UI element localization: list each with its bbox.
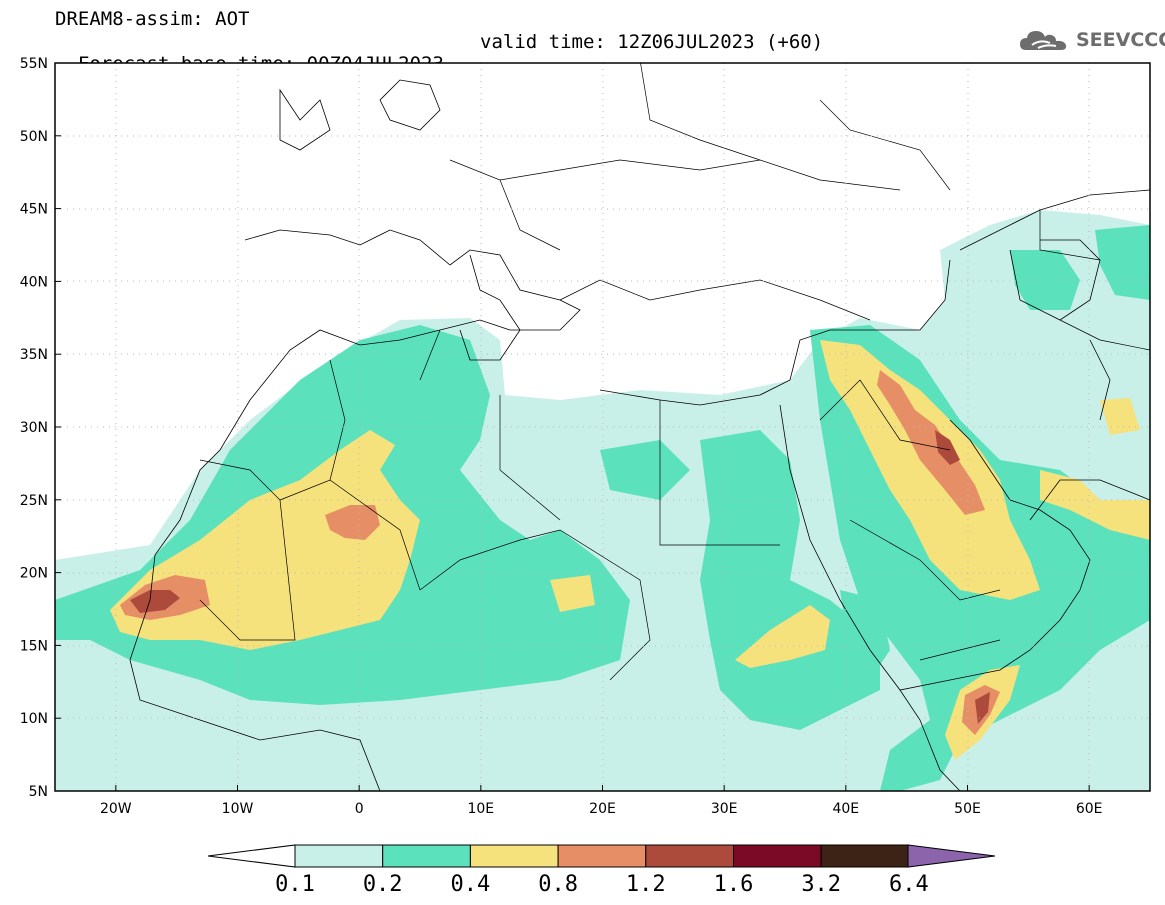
seevccc-logo: SEEVCCC xyxy=(1018,26,1165,54)
lat-tick-label: 5N xyxy=(29,784,48,800)
colorbar-label: 3.2 xyxy=(801,872,842,897)
colorbar-under-arrow xyxy=(207,844,296,868)
lat-ticks: 5N 10N 15N 20N 25N 30N 35N 40N 45N 50N 55N xyxy=(20,56,61,800)
colorbar-swatch xyxy=(557,844,647,868)
lat-tick-label: 15N xyxy=(20,638,48,654)
colorbar-label: 1.2 xyxy=(625,872,666,897)
lon-tick-label: 10W xyxy=(222,801,254,817)
valid-time: valid time: 12Z06JUL2023 (+60) xyxy=(480,31,824,53)
lon-tick-label: 50E xyxy=(954,801,981,817)
borders xyxy=(199,63,1150,681)
lon-tick-label: 0 xyxy=(355,801,364,817)
colorbar-label: 1.6 xyxy=(713,872,754,897)
colorbar-swatch xyxy=(733,844,822,868)
lon-tick-label: 60E xyxy=(1076,801,1103,817)
lat-tick-label: 25N xyxy=(20,493,48,509)
logo-text: SEEVCCC xyxy=(1076,29,1165,51)
lat-tick-label: 10N xyxy=(20,711,48,727)
colorbar-label: 0.2 xyxy=(362,872,403,897)
lon-tick-label: 20W xyxy=(100,801,132,817)
aot-level-5 xyxy=(130,430,990,724)
lon-tick-label: 30E xyxy=(711,801,738,817)
colorbar-label: 0.4 xyxy=(450,872,491,897)
lat-tick-label: 35N xyxy=(20,347,48,363)
lon-tick-label: 10E xyxy=(467,801,494,817)
colorbar xyxy=(207,844,996,868)
colorbar-swatch xyxy=(382,844,471,868)
colorbar-swatch xyxy=(820,844,910,868)
lon-tick-label: 20E xyxy=(589,801,616,817)
lat-tick-label: 40N xyxy=(20,274,48,290)
colorbar-label: 6.4 xyxy=(889,872,929,897)
lat-tick-label: 45N xyxy=(20,202,48,218)
cloud-icon xyxy=(1020,31,1067,50)
lat-tick-label: 20N xyxy=(20,566,48,582)
colorbar-label: 0.1 xyxy=(275,872,315,897)
lon-ticks: 20W 10W 0 10E 20E 30E 40E 50E 60E xyxy=(100,785,1103,817)
map-title: DREAM8-assim: AOT xyxy=(55,8,250,30)
graticule xyxy=(55,63,1150,791)
lat-tick-label: 50N xyxy=(20,129,48,145)
lon-tick-label: 40E xyxy=(832,801,859,817)
colorbar-over-arrow xyxy=(907,844,996,868)
aot-field xyxy=(55,63,1150,791)
colorbar-swatch xyxy=(294,844,384,868)
colorbar-swatch xyxy=(469,844,559,868)
lat-tick-label: 30N xyxy=(20,420,48,436)
colorbar-swatch xyxy=(645,844,734,868)
lat-tick-label: 55N xyxy=(20,56,48,72)
colorbar-label: 0.8 xyxy=(538,872,578,897)
